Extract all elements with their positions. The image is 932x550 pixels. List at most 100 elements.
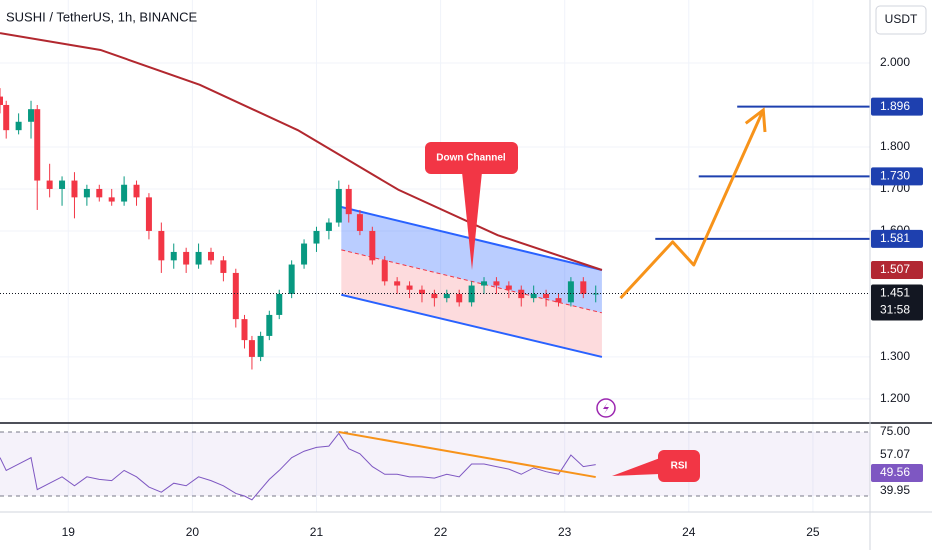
candle-body [257,335,264,357]
channel-lower [341,293,603,358]
candle-body [266,314,273,336]
candle-body [59,180,66,189]
candle-body [431,293,438,299]
candle-body [158,230,165,261]
candle-body [530,293,537,299]
candle-body [555,298,562,303]
candle-body [241,319,248,341]
candle-body [418,289,425,294]
last-price-bg [871,284,923,321]
candle-body [34,109,41,181]
rsi-marker-bg [871,481,923,500]
countdown: 31:58 [880,303,910,317]
candle-body [15,121,22,131]
projection-arrowhead [744,107,767,133]
projection-path [619,109,765,300]
candle-body [220,260,227,273]
y-tick-label: 1.800 [880,139,910,153]
candle-body [145,197,152,231]
candle-body [493,281,500,286]
x-tick-label: 19 [62,525,76,539]
callout-label: RSI [671,461,688,472]
candle-body [108,197,115,202]
candle-body [313,230,320,244]
candle-body [0,96,3,105]
candle-body [276,293,283,315]
candle-body [406,285,413,290]
moving-average [0,32,603,271]
rsi-line [0,432,596,501]
candle-body [567,281,574,303]
x-tick-label: 20 [186,525,200,539]
x-tick-label: 25 [806,525,820,539]
candle-body [518,289,525,299]
rsi-callout: RSI [612,450,700,482]
candle-body [46,180,53,189]
level-label-bg [871,229,923,248]
x-tick-label: 24 [682,525,696,539]
candle-body [335,188,342,223]
rsi-trendline [338,431,596,479]
grid [0,0,870,512]
candle-body [207,251,214,261]
level-label: 1.730 [880,169,910,183]
candle-body [232,272,239,320]
candle-body [505,285,512,290]
candle-body [325,222,332,231]
rsi-marker-label: 39.95 [880,483,910,497]
candle-body [96,188,103,198]
ma-label-bg [871,260,923,279]
callout-box [658,450,700,482]
last-price-label: 1.451 [880,286,910,300]
ma-label: 1.507 [880,262,910,276]
candle-body [443,293,450,299]
candle-body [345,188,352,215]
y-tick-label: 2.000 [880,55,910,69]
currency-box[interactable] [875,5,927,35]
candle-body [456,293,463,303]
callout-pointer [462,172,482,270]
rsi-band [0,432,870,496]
rsi-marker-bg [871,463,923,482]
candle-body [580,281,587,294]
callout-box [425,142,518,174]
candle-body [28,109,35,122]
candle-body [356,214,363,231]
axes: 1.2001.3001.6001.7001.8002.0001920212223… [62,55,923,539]
rsi-marker-bg [871,445,923,464]
candle-body [170,251,177,261]
candle-body [394,281,401,286]
candle-body [133,184,140,198]
candle-body [3,104,10,131]
candle-body [381,260,388,282]
rsi-marker-label: 57.07 [880,447,910,461]
x-tick-label: 21 [310,525,324,539]
candle-body [301,243,308,265]
callout-label: Down Channel [436,153,506,164]
callout-pointer [612,458,660,476]
rsi-marker-label: 49.56 [880,465,910,479]
candle-body [543,293,550,299]
candle-body [183,251,190,265]
candle-body [288,264,295,294]
level-label: 1.581 [880,231,910,245]
rsi-tick-label: 75.00 [880,424,910,438]
chart-title: SUSHI / TetherUS, 1h, BINANCE [6,9,198,24]
candle-body [121,184,128,202]
candle-body [83,188,90,198]
candle-body [195,251,202,265]
y-tick-label: 1.300 [880,349,910,363]
level-label-bg [871,167,923,186]
down-channel-callout: Down Channel [425,142,518,270]
level-label: 1.896 [880,99,910,113]
x-tick-label: 23 [558,525,572,539]
candle-body [592,293,599,295]
currency: USDT [885,12,918,26]
alert-icon[interactable] [596,398,616,418]
x-tick-label: 22 [434,525,448,539]
candle-body [71,180,78,198]
candle-body [248,340,255,357]
y-tick-label: 1.200 [880,391,910,405]
